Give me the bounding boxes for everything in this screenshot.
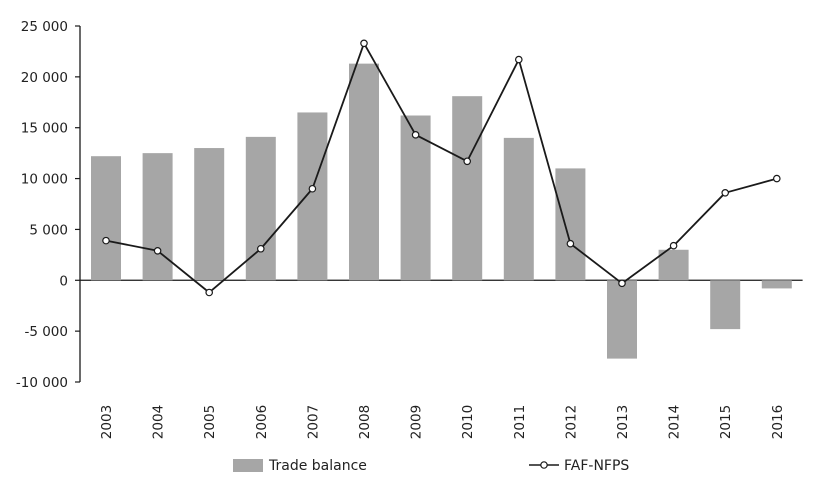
legend-label-faf-nfps: FAF-NFPS — [564, 458, 629, 474]
point-faf-nfps-2008 — [360, 39, 368, 48]
point-faf-nfps-2003 — [102, 236, 110, 245]
point-faf-nfps-2009 — [411, 131, 420, 139]
x-tick-label: 2007 — [305, 405, 321, 439]
bar-trade-balance-2010 — [452, 96, 483, 281]
bar-trade-balance-2012 — [555, 168, 586, 281]
x-tick-label: 2004 — [151, 405, 167, 439]
legend-label-trade-balance: Trade balance — [268, 458, 367, 474]
y-tick-label: -5 000 — [24, 324, 68, 340]
bar-trade-balance-2013 — [607, 280, 637, 359]
point-faf-nfps-2006 — [256, 244, 265, 253]
x-tick-label: 2009 — [409, 405, 425, 439]
bar-trade-balance-2007 — [297, 112, 328, 281]
point-faf-nfps-2010 — [463, 157, 472, 166]
x-tick-label: 2003 — [99, 405, 115, 439]
y-tick-label: 15 000 — [21, 121, 68, 137]
legend: Trade balance FAF-NFPS — [233, 458, 629, 474]
bar-trade-balance-2009 — [400, 115, 431, 281]
point-faf-nfps-2004 — [153, 246, 162, 255]
x-tick-label: 2014 — [667, 405, 683, 439]
line-series — [102, 39, 781, 297]
bar-trade-balance-2014 — [658, 249, 689, 281]
point-faf-nfps-2007 — [308, 184, 317, 193]
x-tick-label: 2016 — [770, 405, 786, 439]
y-tick-label: 25 000 — [21, 19, 68, 35]
x-tick-label: 2010 — [460, 405, 476, 439]
point-faf-nfps-2014 — [669, 241, 678, 250]
x-tick-label: 2011 — [512, 405, 528, 439]
x-tick-label: 2015 — [718, 405, 734, 439]
bar-trade-balance-2003 — [91, 156, 121, 281]
y-tick-label: 20 000 — [21, 70, 68, 86]
x-tick-label: 2013 — [615, 405, 631, 439]
bar-trade-balance-2008 — [349, 63, 379, 281]
bars — [91, 63, 792, 359]
legend-marker-faf-nfps — [540, 461, 548, 469]
line-faf-nfps — [105, 42, 778, 294]
x-tick-label: 2005 — [202, 405, 218, 439]
bar-trade-balance-2004 — [142, 153, 173, 281]
x-tick-label: 2008 — [357, 405, 373, 439]
y-tick-label: -10 000 — [16, 375, 68, 391]
point-faf-nfps-2013 — [618, 279, 626, 288]
y-tick-label: 5 000 — [29, 222, 68, 238]
point-faf-nfps-2015 — [721, 189, 730, 197]
bar-trade-balance-2005 — [194, 148, 225, 281]
point-faf-nfps-2011 — [514, 55, 523, 64]
x-tick-label: 2006 — [254, 405, 270, 439]
point-faf-nfps-2016 — [772, 174, 781, 183]
bar-trade-balance-2011 — [503, 137, 534, 281]
x-axis-ticks: 2003 2004 2005 2006 2007 2008 2009 2010 2011 2012… — [99, 405, 786, 439]
bar-trade-balance-2015 — [710, 280, 741, 330]
y-tick-label: 0 — [59, 273, 68, 289]
point-faf-nfps-2012 — [566, 239, 575, 248]
legend-swatch-trade-balance — [233, 459, 263, 472]
y-tick-label: 10 000 — [21, 172, 68, 188]
point-faf-nfps-2005 — [205, 288, 214, 297]
x-tick-label: 2012 — [563, 405, 579, 439]
bar-trade-balance-2016 — [761, 280, 792, 289]
